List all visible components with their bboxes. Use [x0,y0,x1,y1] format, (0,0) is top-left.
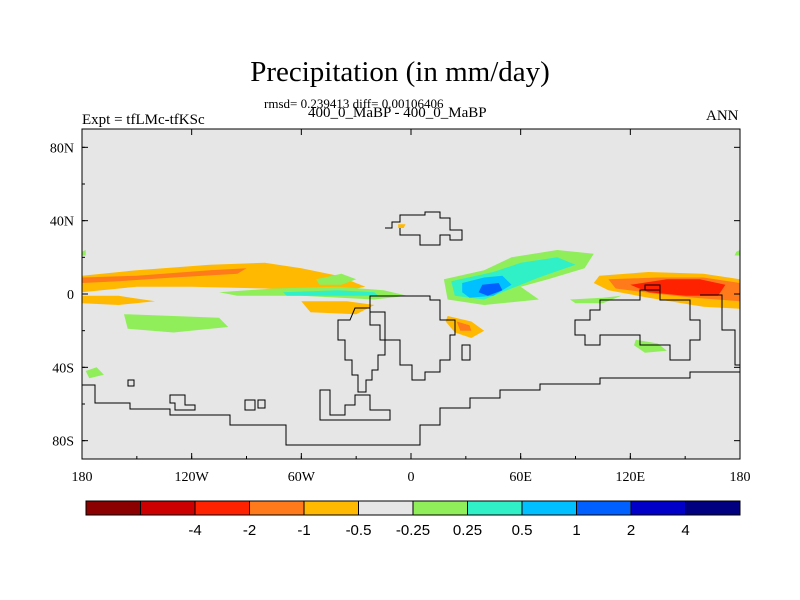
anomaly-region-6 [301,301,375,315]
colorbar-swatch-3 [249,500,305,516]
colorbar-label-5: 0.25 [453,522,482,539]
anomaly-region-19 [85,367,104,379]
colorbar-swatch-11 [685,500,741,516]
x-tick-label-3: 0 [408,470,415,485]
europe-outline [385,211,463,246]
anomaly-region-0 [82,262,366,293]
australia-outline [574,289,701,361]
colorbar-swatch-0 [85,500,141,516]
colorbar-label-0: -4 [188,522,201,539]
colorbar-swatch-10 [630,500,686,516]
colorbar-label-3: -0.5 [346,522,372,539]
anomaly-region-18 [634,339,667,353]
anomaly-region-17 [456,321,472,331]
y-tick-label-2: 0 [67,288,74,303]
anomaly-region-5 [283,290,379,296]
antarctica-outline [82,371,740,446]
x-tick-label-6: 180 [730,470,751,485]
colorbar-label-8: 2 [627,522,635,539]
colorbar-swatch-5 [358,500,414,516]
anomaly-region-7 [124,314,229,333]
y-tick-label-0: 80N [50,141,74,156]
season-label: ANN [706,108,739,124]
colorbar-label-9: 4 [681,522,689,539]
anomaly-region-22 [734,250,740,256]
madagascar-outline [461,344,471,361]
chart-subtitle: rmsd= 0.239413 diff= 0.00106406 [264,96,444,111]
colorbar-swatch-8 [521,500,577,516]
x-tick-label-5: 120E [616,470,646,485]
center-label: 400_0_MaBP - 400_0_MaBP [308,105,487,121]
experiment-label: Expt = tfLMc-tfKSc [82,112,205,128]
colorbar-label-6: 0.5 [512,522,533,539]
colorbar-swatch-6 [412,500,468,516]
anomaly-region-1 [82,268,247,283]
chart-title: Precipitation (in mm/day) [250,56,550,88]
x-tick-label-4: 60E [509,470,532,485]
africa-outline [369,295,456,381]
colorbar-swatch-9 [576,500,632,516]
anomaly-regions [82,224,740,379]
colorbar-label-2: -1 [297,522,310,539]
colorbar-label-1: -2 [243,522,256,539]
anomaly-region-15 [630,279,726,296]
y-tick-label-3: 40S [52,361,74,376]
y-tick-label-4: 80S [52,435,74,450]
colorbar-swatch-1 [140,500,196,516]
anomaly-region-3 [316,273,357,285]
island-outline-3 [127,379,135,387]
island-outline [244,399,256,411]
anomaly-region-21 [82,250,86,256]
anomaly-region-12 [570,295,622,304]
anomaly-region-11 [478,283,503,296]
small-island-east [644,284,661,291]
anomaly-region-20 [398,224,406,228]
colorbar-label-7: 1 [572,522,580,539]
x-tick-label-2: 60W [288,470,316,485]
island-outline-4 [257,399,266,409]
axis-ticks: 180 120W 60W 0 60E 120E 180 80N 40N 0 40S 80S [50,129,751,485]
peninsula-outline [319,389,391,421]
x-tick-label-0: 180 [72,470,93,485]
colorbar-swatch-4 [303,500,359,516]
south-america-outline [337,307,386,393]
anomaly-region-2 [82,295,156,305]
island-outline-2 [169,394,196,411]
colorbar-label-4: -0.25 [396,522,430,539]
colorbar: -4 -2 -1 -0.5 -0.25 0.25 0.5 1 2 4 [85,500,741,539]
x-tick-label-1: 120W [175,470,210,485]
colorbar-swatch-2 [194,500,250,516]
east-landmass-outline [700,294,740,366]
y-tick-label-1: 40N [50,215,74,230]
coastlines [82,211,740,446]
colorbar-swatch-7 [467,500,523,516]
